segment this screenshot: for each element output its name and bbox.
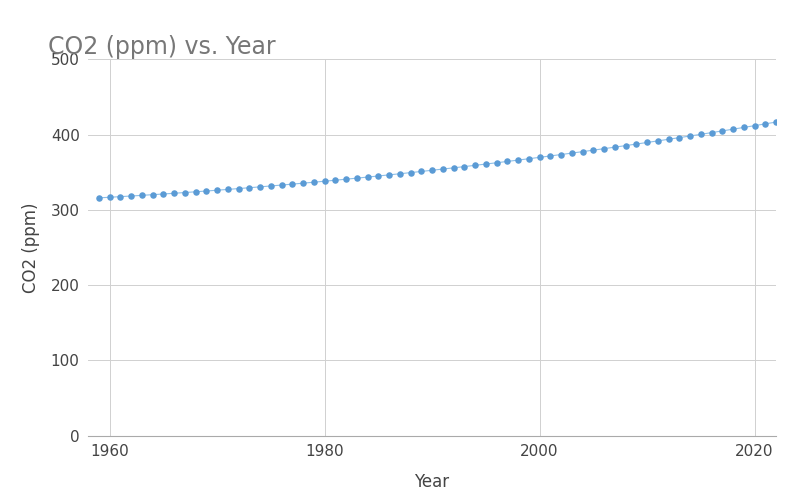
Point bbox=[619, 142, 632, 149]
Point bbox=[458, 163, 470, 171]
Point bbox=[726, 125, 739, 133]
Point bbox=[426, 166, 438, 174]
Point bbox=[587, 146, 600, 154]
Point bbox=[705, 129, 718, 137]
Point bbox=[339, 175, 352, 183]
Point bbox=[651, 137, 664, 145]
Point bbox=[382, 171, 395, 179]
Point bbox=[748, 122, 761, 130]
Point bbox=[447, 164, 460, 172]
Point bbox=[533, 153, 546, 161]
Point bbox=[738, 123, 750, 131]
Point bbox=[168, 189, 181, 197]
Point bbox=[135, 192, 148, 199]
Point bbox=[436, 165, 449, 173]
X-axis label: Year: Year bbox=[414, 473, 450, 491]
Point bbox=[608, 143, 621, 151]
Point bbox=[318, 177, 331, 185]
Point bbox=[103, 194, 116, 201]
Point bbox=[404, 169, 417, 177]
Point bbox=[770, 118, 782, 126]
Point bbox=[415, 167, 428, 175]
Point bbox=[662, 135, 675, 143]
Point bbox=[125, 192, 138, 200]
Point bbox=[232, 185, 245, 193]
Point bbox=[361, 173, 374, 181]
Point bbox=[694, 130, 707, 138]
Point bbox=[544, 152, 557, 160]
Point bbox=[178, 189, 191, 197]
Point bbox=[286, 180, 298, 188]
Point bbox=[146, 191, 159, 198]
Point bbox=[683, 132, 696, 140]
Point bbox=[254, 183, 266, 191]
Point bbox=[114, 193, 126, 200]
Point bbox=[350, 174, 363, 182]
Point bbox=[243, 184, 256, 192]
Point bbox=[92, 194, 105, 202]
Point bbox=[189, 188, 202, 196]
Point bbox=[329, 176, 342, 184]
Point bbox=[275, 181, 288, 189]
Point bbox=[673, 134, 686, 142]
Point bbox=[222, 186, 234, 194]
Point bbox=[200, 187, 213, 195]
Point bbox=[759, 120, 772, 128]
Y-axis label: CO2 (ppm): CO2 (ppm) bbox=[22, 202, 39, 293]
Point bbox=[394, 170, 406, 178]
Point bbox=[566, 149, 578, 157]
Point bbox=[210, 186, 223, 194]
Point bbox=[630, 140, 642, 148]
Point bbox=[716, 127, 729, 135]
Point bbox=[479, 160, 492, 168]
Point bbox=[297, 179, 310, 187]
Point bbox=[501, 157, 514, 165]
Point bbox=[490, 159, 503, 167]
Point bbox=[641, 139, 654, 147]
Text: CO2 (ppm) vs. Year: CO2 (ppm) vs. Year bbox=[48, 35, 276, 58]
Point bbox=[598, 145, 610, 152]
Point bbox=[157, 190, 170, 198]
Point bbox=[554, 150, 567, 158]
Point bbox=[522, 155, 535, 163]
Point bbox=[307, 178, 320, 186]
Point bbox=[576, 148, 589, 155]
Point bbox=[264, 182, 277, 190]
Point bbox=[512, 156, 525, 164]
Point bbox=[469, 161, 482, 169]
Point bbox=[372, 172, 385, 180]
